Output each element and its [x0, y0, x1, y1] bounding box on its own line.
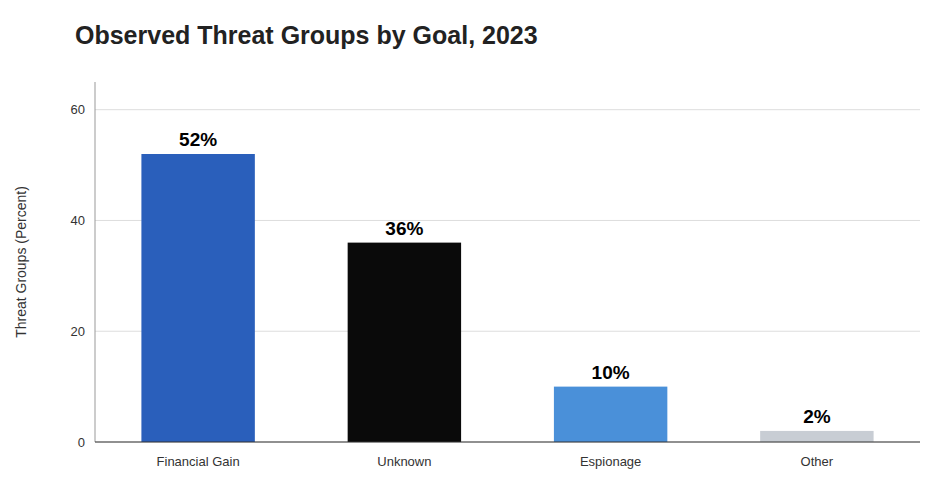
x-tick-label: Espionage: [580, 454, 641, 469]
grid-line: [95, 442, 920, 443]
bar: [348, 243, 461, 442]
data-label: 2%: [803, 406, 831, 427]
data-label: 36%: [385, 218, 423, 239]
y-tick-label: 60: [71, 102, 85, 117]
bar: [760, 431, 873, 442]
y-tick-label: 20: [71, 324, 85, 339]
x-tick-label: Other: [801, 454, 834, 469]
y-axis-label: Threat Groups (Percent): [13, 186, 29, 338]
y-tick-label: 0: [78, 435, 85, 450]
title: Observed Threat Groups by Goal, 2023: [75, 21, 538, 49]
grid: [95, 110, 920, 442]
x-tick-label: Unknown: [377, 454, 431, 469]
grid-line: [95, 109, 920, 110]
y-axis-line: [95, 82, 96, 442]
bars: [141, 154, 873, 442]
x-axis-line: [95, 442, 920, 443]
y-tick-label: 40: [71, 213, 85, 228]
bar: [554, 387, 667, 442]
data-label: 52%: [179, 129, 217, 150]
data-label: 10%: [592, 362, 630, 383]
bar: [141, 154, 254, 442]
chart: Observed Threat Groups by Goal, 2023 Thre…: [0, 0, 944, 492]
x-tick-label: Financial Gain: [157, 454, 240, 469]
